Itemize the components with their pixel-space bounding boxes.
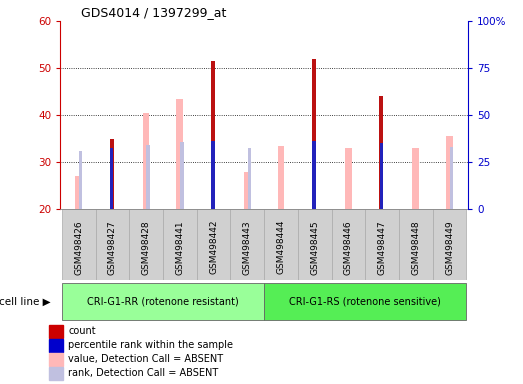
Text: GDS4014 / 1397299_at: GDS4014 / 1397299_at <box>81 5 226 18</box>
Bar <box>345 148 352 209</box>
Text: GSM498427: GSM498427 <box>108 220 117 275</box>
FancyBboxPatch shape <box>163 209 197 280</box>
Text: GSM498445: GSM498445 <box>310 220 319 275</box>
FancyBboxPatch shape <box>96 209 129 280</box>
Bar <box>49 325 63 338</box>
Bar <box>312 141 316 209</box>
Bar <box>49 339 63 352</box>
Text: percentile rank within the sample: percentile rank within the sample <box>69 340 233 350</box>
Bar <box>211 61 215 209</box>
Bar <box>180 142 184 209</box>
Bar <box>247 148 251 209</box>
Bar <box>244 172 251 209</box>
Bar <box>312 59 316 209</box>
Bar <box>49 353 63 366</box>
FancyBboxPatch shape <box>332 209 365 280</box>
Text: GSM498447: GSM498447 <box>378 220 386 275</box>
Bar <box>49 366 63 380</box>
FancyBboxPatch shape <box>365 209 399 280</box>
Text: count: count <box>69 326 96 336</box>
Bar <box>446 136 453 209</box>
Text: CRI-G1-RS (rotenone sensitive): CRI-G1-RS (rotenone sensitive) <box>289 296 441 306</box>
Text: cell line ▶: cell line ▶ <box>0 296 51 306</box>
Text: GSM498449: GSM498449 <box>445 220 454 275</box>
Text: GSM498441: GSM498441 <box>175 220 184 275</box>
FancyBboxPatch shape <box>264 283 467 320</box>
Bar <box>278 146 285 209</box>
FancyBboxPatch shape <box>197 209 231 280</box>
FancyBboxPatch shape <box>298 209 332 280</box>
Text: GSM498426: GSM498426 <box>74 220 83 275</box>
Bar <box>211 141 214 209</box>
Bar <box>450 147 453 209</box>
Text: value, Detection Call = ABSENT: value, Detection Call = ABSENT <box>69 354 223 364</box>
Bar <box>79 151 83 209</box>
Text: GSM498444: GSM498444 <box>277 220 286 275</box>
Bar <box>75 176 82 209</box>
FancyBboxPatch shape <box>129 209 163 280</box>
FancyBboxPatch shape <box>62 209 96 280</box>
Bar <box>413 148 419 209</box>
Text: CRI-G1-RR (rotenone resistant): CRI-G1-RR (rotenone resistant) <box>87 296 239 306</box>
Bar <box>143 113 150 209</box>
Bar <box>380 144 383 209</box>
Bar <box>379 96 383 209</box>
Bar <box>110 139 113 209</box>
Text: rank, Detection Call = ABSENT: rank, Detection Call = ABSENT <box>69 368 219 378</box>
Text: GSM498446: GSM498446 <box>344 220 353 275</box>
FancyBboxPatch shape <box>399 209 433 280</box>
FancyBboxPatch shape <box>231 209 264 280</box>
Text: GSM498448: GSM498448 <box>411 220 420 275</box>
Bar <box>146 145 150 209</box>
FancyBboxPatch shape <box>62 283 264 320</box>
Bar <box>176 99 183 209</box>
Text: GSM498443: GSM498443 <box>243 220 252 275</box>
Bar <box>110 148 113 209</box>
Text: GSM498428: GSM498428 <box>142 220 151 275</box>
Text: GSM498442: GSM498442 <box>209 220 218 275</box>
FancyBboxPatch shape <box>433 209 467 280</box>
FancyBboxPatch shape <box>264 209 298 280</box>
